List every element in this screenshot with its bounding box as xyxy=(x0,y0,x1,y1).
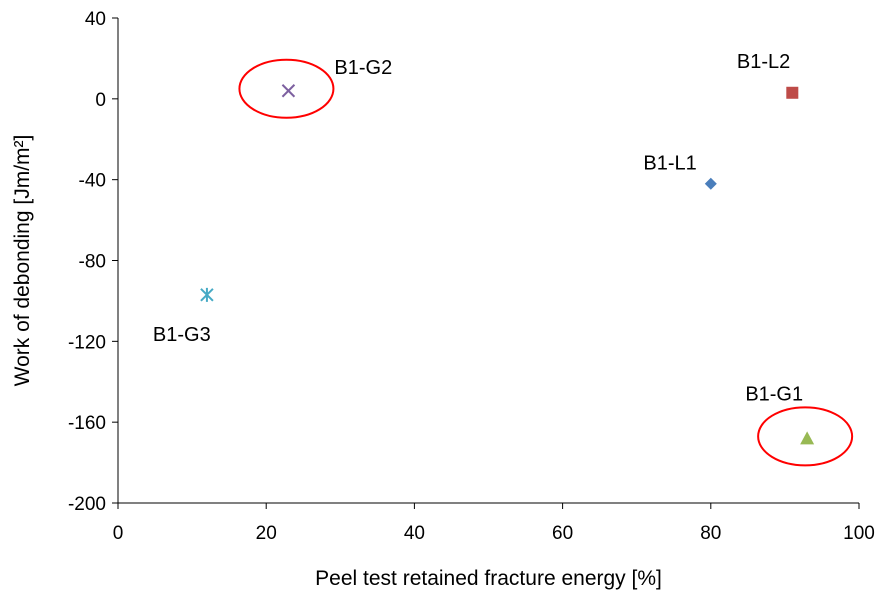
y-tick-label: 0 xyxy=(95,90,106,111)
data-points xyxy=(201,85,814,445)
point-label: B1-G2 xyxy=(334,57,392,79)
point-triangle xyxy=(800,431,814,444)
y-tick-label: 40 xyxy=(85,9,106,30)
point-label: B1-L2 xyxy=(737,51,790,73)
y-tick-label: -80 xyxy=(79,252,106,273)
y-tick-label: -40 xyxy=(79,171,106,192)
x-axis-title: Peel test retained fracture energy [%] xyxy=(315,567,662,590)
ticks: 40 0 -40 -80 -120 -160 -200 0 20 40 60 80 100 xyxy=(68,9,875,544)
x-tick-label: 0 xyxy=(113,523,124,544)
y-axis-title: Work of debonding [Jm/m²] xyxy=(11,135,34,387)
axes xyxy=(118,18,859,503)
point-labels: B1-L1 B1-L2 B1-G1 B1-G2 B1-G3 xyxy=(153,51,803,406)
x-tick-label: 80 xyxy=(700,523,721,544)
x-tick-label: 100 xyxy=(843,523,875,544)
point-label: B1-G1 xyxy=(745,383,803,405)
point-label: B1-L1 xyxy=(643,153,696,175)
point-asterisk xyxy=(201,288,213,302)
y-tick-label: -160 xyxy=(68,413,106,434)
x-tick-label: 20 xyxy=(256,523,277,544)
y-tick-label: -200 xyxy=(68,494,106,515)
y-tick-label: -120 xyxy=(68,332,106,353)
point-square xyxy=(786,87,798,99)
point-x xyxy=(282,85,294,97)
point-diamond xyxy=(705,178,717,190)
x-tick-label: 40 xyxy=(404,523,425,544)
x-tick-label: 60 xyxy=(552,523,573,544)
point-label: B1-G3 xyxy=(153,324,211,346)
